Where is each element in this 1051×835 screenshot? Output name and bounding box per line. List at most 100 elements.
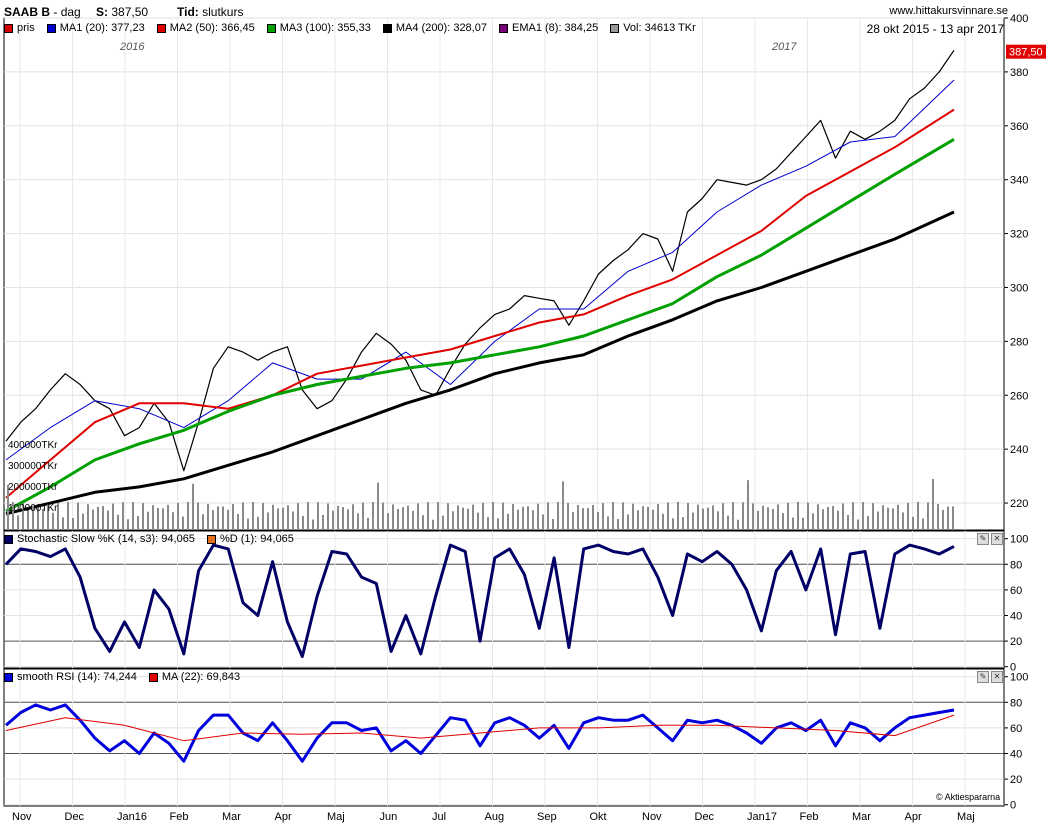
series-line-rsi — [5, 703, 955, 763]
series-line-ma4-200- — [5, 210, 955, 516]
volume-bar — [92, 509, 94, 530]
volume-bar — [617, 519, 619, 530]
volume-bar — [392, 504, 394, 530]
volume-bar — [312, 519, 314, 530]
legend-swatch — [4, 23, 13, 33]
volume-bar — [442, 515, 444, 530]
x-tick-label: Nov — [642, 811, 662, 823]
volume-bar — [447, 503, 449, 530]
tid-value: slutkurs — [202, 5, 244, 19]
volume-bar — [297, 503, 299, 530]
volume-bar — [167, 504, 169, 530]
volume-axis-label: 200000TKr — [8, 482, 58, 493]
volume-bar — [32, 505, 34, 530]
header-ticker: SAAB B - dag — [4, 5, 81, 19]
legend-item-rsi-ma[interactable]: MA (22): 69,843 — [148, 671, 240, 683]
volume-bar — [157, 507, 159, 530]
volume-bar — [832, 505, 834, 530]
x-tick-label: Jan17 — [747, 811, 777, 823]
volume-bar — [512, 504, 514, 530]
volume-bar — [382, 502, 384, 530]
y-tick-label: 400 — [1010, 13, 1028, 25]
wrench-icon[interactable]: ✎ — [977, 671, 989, 683]
volume-bar — [612, 502, 614, 530]
legend-label: %D (1): 94,065 — [219, 533, 294, 545]
legend-item-pris[interactable]: pris — [4, 22, 35, 34]
volume-bar — [237, 514, 239, 530]
legend-swatch — [156, 23, 166, 33]
x-tick-label: Okt — [590, 811, 607, 823]
close-icon[interactable]: ✕ — [991, 533, 1003, 545]
wrench-icon[interactable]: ✎ — [977, 533, 989, 545]
last-price-tag-label: 387,50 — [1009, 47, 1043, 59]
legend-swatch — [148, 672, 158, 682]
volume-bar — [937, 503, 939, 530]
x-tick-label: Maj — [957, 811, 975, 823]
volume-bar — [187, 502, 189, 530]
y-tick-label: 300 — [1010, 282, 1028, 294]
volume-bar — [542, 514, 544, 530]
legend-item-ma4[interactable]: MA4 (200): 328,07 — [382, 22, 487, 34]
close-icon[interactable]: ✕ — [991, 671, 1003, 683]
y-tick-label: 340 — [1010, 175, 1028, 187]
volume-bar — [657, 504, 659, 530]
volume-bar — [7, 485, 9, 530]
volume-bar — [62, 517, 64, 530]
volume-bar — [642, 506, 644, 530]
y-tick-label: 240 — [1010, 444, 1028, 456]
volume-bar — [887, 507, 889, 530]
legend-item-vol[interactable]: Vol: 34613 TKr — [610, 22, 696, 34]
volume-bar — [702, 508, 704, 530]
volume-bar — [767, 507, 769, 530]
legend-label: Stochastic Slow %K (14, s3): 94,065 — [17, 533, 195, 545]
volume-bar — [182, 516, 184, 530]
volume-bar — [87, 504, 89, 530]
legend-item-ma2[interactable]: MA2 (50): 366,45 — [156, 22, 255, 34]
volume-bar — [602, 502, 604, 530]
volume-bar — [827, 507, 829, 530]
volume-bar — [122, 502, 124, 530]
x-tick-label: Apr — [275, 811, 292, 823]
volume-bar — [107, 510, 109, 530]
legend-swatch — [4, 672, 13, 682]
site-link[interactable]: www.hittakursvinnare.se — [889, 5, 1008, 17]
volume-bar — [412, 510, 414, 530]
panel-frame-2 — [3, 668, 1005, 807]
x-tick-label: Aug — [485, 811, 505, 823]
y-tick-label: 80 — [1010, 697, 1022, 709]
volume-bar — [632, 503, 634, 530]
volume-bar — [912, 516, 914, 530]
volume-bar — [727, 515, 729, 530]
volume-bar — [532, 510, 534, 530]
x-tick-label: Sep — [537, 811, 557, 823]
volume-bar — [422, 515, 424, 530]
volume-bar — [522, 506, 524, 530]
volume-bar — [372, 502, 374, 530]
volume-bar — [397, 509, 399, 530]
y-tick-label: 260 — [1010, 390, 1028, 402]
volume-bar — [927, 502, 929, 530]
ticker-separator: - — [53, 5, 61, 19]
legend-swatch — [382, 23, 392, 33]
legend-item-ma3[interactable]: MA3 (100): 355,33 — [266, 22, 371, 34]
legend-item-stoch-k[interactable]: Stochastic Slow %K (14, s3): 94,065 — [4, 533, 195, 545]
x-tick-label: Mar — [852, 811, 871, 823]
volume-bar — [47, 504, 49, 530]
period-label: dag — [60, 5, 81, 19]
legend-item-ema1[interactable]: EMA1 (8): 384,25 — [498, 22, 598, 34]
volume-bar — [697, 504, 699, 530]
legend-item-ma1[interactable]: MA1 (20): 377,23 — [46, 22, 145, 34]
y-tick-label: 20 — [1010, 636, 1022, 648]
volume-bar — [647, 506, 649, 530]
volume-bar — [722, 503, 724, 530]
volume-bar — [462, 507, 464, 530]
volume-bar — [42, 508, 44, 530]
volume-bar — [627, 514, 629, 530]
volume-bar — [862, 502, 864, 530]
legend-item-stoch-d[interactable]: %D (1): 94,065 — [206, 533, 294, 545]
volume-bar — [452, 511, 454, 530]
volume-bar — [147, 511, 149, 530]
legend-item-rsi[interactable]: smooth RSI (14): 74,244 — [4, 671, 137, 683]
